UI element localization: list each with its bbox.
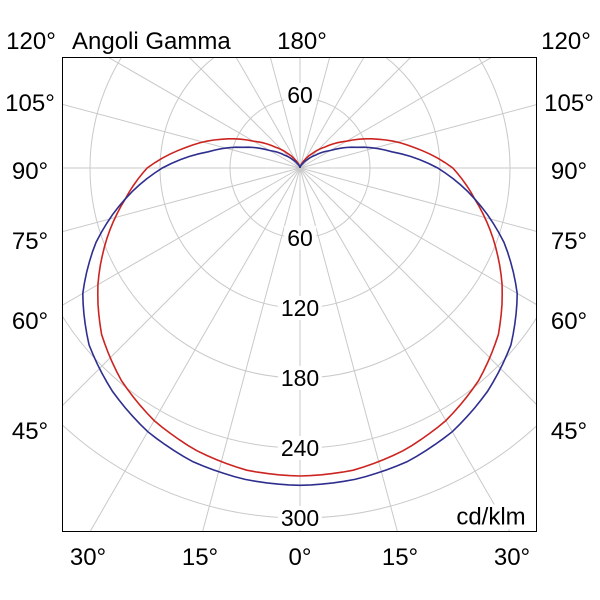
gamma-label-right-105: 105°: [544, 90, 594, 117]
radial-tick-60: 60: [284, 226, 316, 250]
gamma-label-left-60: 60°: [11, 308, 49, 335]
radial-tick-120: 120: [277, 296, 323, 320]
radial-tick-240: 240: [277, 436, 323, 460]
radial-tick-180: 180: [277, 366, 323, 390]
polar-plot-area: 60 60 120 180 240 300 cd/klm: [62, 57, 537, 532]
gamma-label-right-60: 60°: [550, 308, 588, 335]
gamma-label-right-90: 90°: [550, 158, 588, 185]
gamma-label-bottom-right-30: 30°: [493, 544, 531, 571]
gamma-label-left-45: 45°: [11, 418, 49, 445]
gamma-label-bottom-right-15: 15°: [381, 544, 419, 571]
gamma-label-left-90: 90°: [11, 158, 49, 185]
gamma-label-left-75: 75°: [11, 228, 49, 255]
gamma-label-bottom-left-15: 15°: [181, 544, 219, 571]
gamma-label-180: 180°: [277, 28, 327, 55]
unit-label: cd/klm: [453, 504, 529, 530]
gamma-label-top-left: 120°: [6, 28, 56, 55]
gamma-label-bottom-0: 0°: [288, 544, 312, 571]
chart-title: Angoli Gamma: [72, 28, 231, 55]
gamma-label-left-105: 105°: [5, 90, 55, 117]
radial-tick-300: 300: [277, 506, 323, 530]
polar-grid-and-curves: [63, 58, 536, 531]
gamma-label-right-45: 45°: [550, 418, 588, 445]
gamma-label-top-right: 120°: [541, 28, 591, 55]
radial-tick-60-top: 60: [284, 83, 316, 107]
gamma-label-right-75: 75°: [550, 228, 588, 255]
gamma-label-bottom-left-30: 30°: [69, 544, 107, 571]
